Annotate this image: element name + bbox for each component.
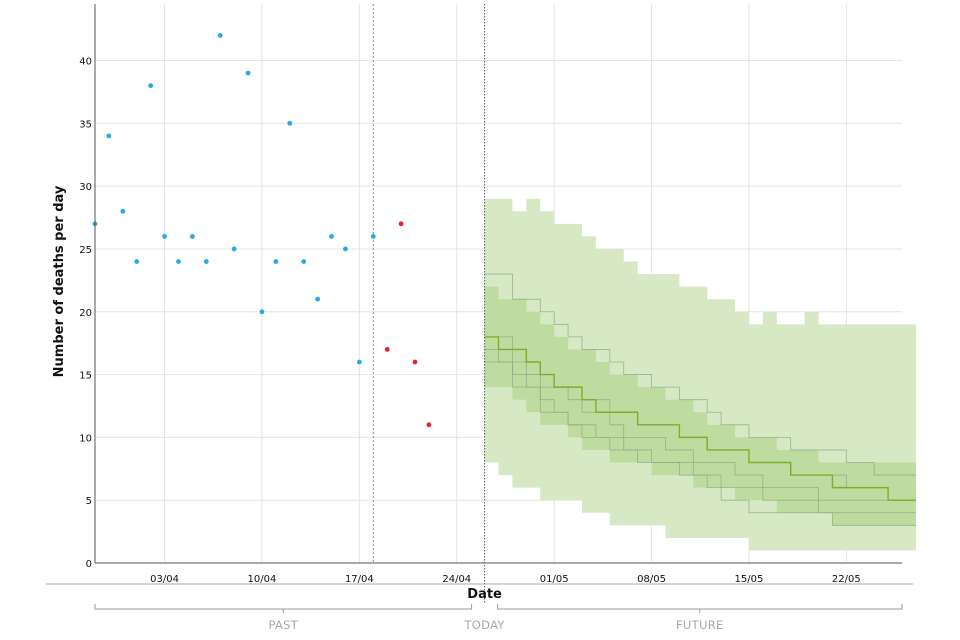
y-tick-label: 25 (79, 245, 92, 256)
scenario-line (484, 273, 916, 476)
observed-point (356, 359, 362, 365)
recent-point (384, 347, 390, 352)
future-bracket (497, 604, 903, 613)
observed-point (134, 259, 140, 264)
observed-point (301, 259, 307, 264)
observed-point (162, 233, 167, 239)
x-tick-label: 03/04 (150, 574, 179, 585)
median-line (484, 336, 916, 501)
scenario-line (484, 336, 916, 501)
recent-point (398, 221, 404, 227)
recent-point (412, 359, 418, 365)
observed-point (106, 133, 112, 139)
y-tick-label: 40 (79, 57, 92, 68)
x-tick-label: 10/04 (248, 574, 277, 585)
past-bracket (94, 604, 473, 613)
x-tick-label: 15/05 (735, 574, 764, 585)
observed-point (203, 259, 209, 264)
period-label-future: FUTURE (676, 618, 724, 632)
observed-point (120, 208, 126, 214)
y-tick-label: 35 (79, 119, 92, 130)
y-tick-label: 30 (79, 182, 92, 193)
x-tick-label: 24/04 (442, 574, 471, 585)
observed-point (315, 296, 321, 302)
y-tick-label: 0 (86, 559, 92, 570)
y-tick-label: 10 (79, 433, 92, 444)
recent-point (426, 422, 432, 428)
observed-point (231, 246, 237, 252)
observed-point (245, 70, 251, 76)
y-tick-label: 20 (79, 308, 92, 319)
x-tick-label: 08/05 (637, 574, 666, 585)
observed-point (273, 259, 279, 264)
x-tick-label: 22/05 (832, 574, 861, 585)
x-axis-title: Date (467, 587, 502, 602)
y-tick-label: 5 (86, 496, 92, 507)
y-tick-label: 15 (79, 371, 92, 382)
x-tick-label: 17/04 (345, 574, 374, 585)
observed-point (189, 233, 195, 239)
observed-point (148, 83, 154, 89)
period-label-today: TODAY (463, 618, 505, 632)
y-axis-title: Number of deaths per day (52, 185, 67, 377)
confidence-band-inner (484, 286, 916, 526)
observed-point (259, 309, 265, 315)
observed-point (217, 33, 223, 38)
x-tick-label: 01/05 (540, 574, 569, 585)
observed-point (176, 259, 181, 264)
period-label-past: PAST (268, 618, 298, 632)
observed-point (370, 233, 376, 239)
observed-point (287, 120, 293, 126)
observed-point (329, 233, 334, 239)
observed-point (343, 246, 348, 252)
scenario-line (484, 361, 916, 526)
